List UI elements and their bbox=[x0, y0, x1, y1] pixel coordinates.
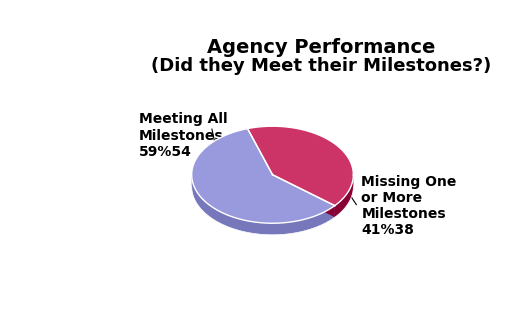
Polygon shape bbox=[272, 175, 335, 217]
Text: Agency Performance: Agency Performance bbox=[207, 38, 435, 57]
Polygon shape bbox=[248, 126, 353, 206]
Polygon shape bbox=[335, 175, 353, 217]
Polygon shape bbox=[192, 129, 335, 223]
Polygon shape bbox=[272, 175, 335, 217]
Polygon shape bbox=[192, 175, 335, 235]
Text: Meeting All
Milestones
59%54: Meeting All Milestones 59%54 bbox=[139, 113, 227, 159]
Text: Missing One
or More
Milestones
41%38: Missing One or More Milestones 41%38 bbox=[362, 175, 457, 237]
Text: (Did they Meet their Milestones?): (Did they Meet their Milestones?) bbox=[151, 57, 491, 75]
